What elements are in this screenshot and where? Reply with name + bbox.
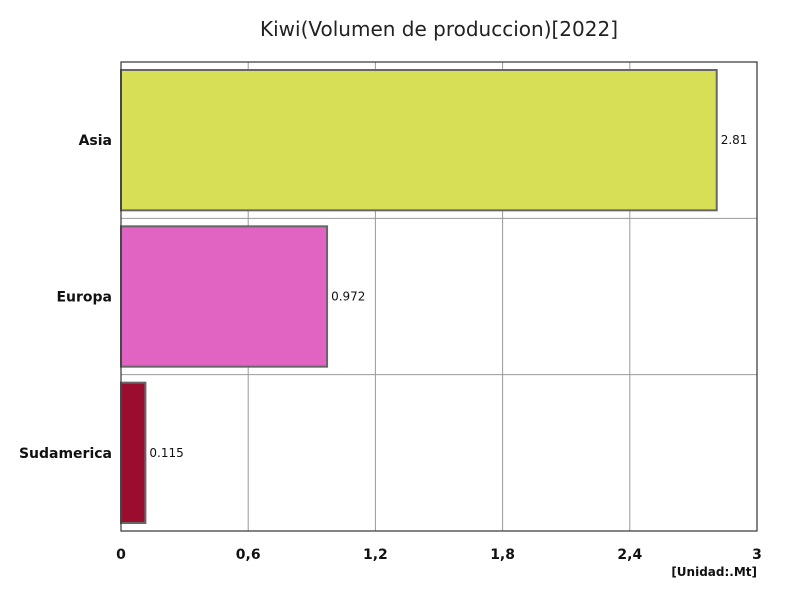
bars xyxy=(120,69,718,524)
x-tick-label: 0 xyxy=(116,547,126,563)
category-label: Sudamerica xyxy=(19,446,112,462)
x-tick-label: 2,4 xyxy=(617,547,642,563)
x-tick-label: 3 xyxy=(752,547,762,563)
category-labels: Asia Europa Sudamerica xyxy=(19,133,112,462)
value-label: 0.972 xyxy=(331,290,365,304)
value-labels: 2.81 0.972 0.115 xyxy=(149,133,747,460)
plot-frame xyxy=(120,61,758,532)
bar-europa xyxy=(120,225,329,368)
x-tick-labels: 0 0,6 1,2 1,8 2,4 3 xyxy=(116,547,762,563)
category-label: Europa xyxy=(56,290,112,306)
category-label: Asia xyxy=(79,133,112,149)
x-tick-label: 1,2 xyxy=(363,547,388,563)
value-label: 0.115 xyxy=(149,446,183,460)
bar-sudamerica xyxy=(120,381,147,524)
bar-asia xyxy=(120,69,718,212)
x-tick-label: 0,6 xyxy=(236,547,261,563)
unit-label: [Unidad:.Mt] xyxy=(671,565,757,579)
x-tick-label: 1,8 xyxy=(490,547,515,563)
chart-title: Kiwi(Volumen de produccion)[2022] xyxy=(260,17,618,41)
value-label: 2.81 xyxy=(721,133,748,147)
